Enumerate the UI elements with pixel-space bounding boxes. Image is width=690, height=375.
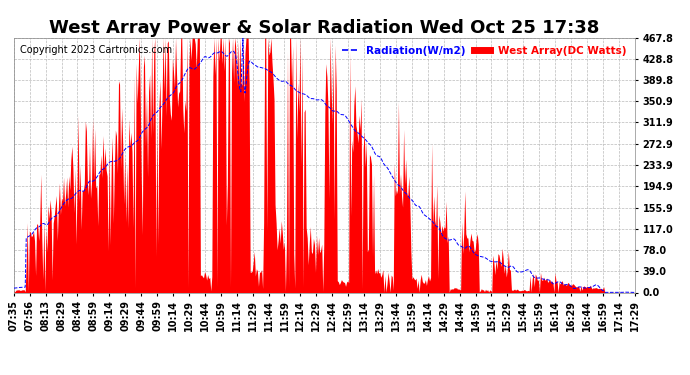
Text: Copyright 2023 Cartronics.com: Copyright 2023 Cartronics.com [20,45,172,55]
Legend: Radiation(W/m2), West Array(DC Watts): Radiation(W/m2), West Array(DC Watts) [339,43,629,59]
Title: West Array Power & Solar Radiation Wed Oct 25 17:38: West Array Power & Solar Radiation Wed O… [49,20,600,38]
